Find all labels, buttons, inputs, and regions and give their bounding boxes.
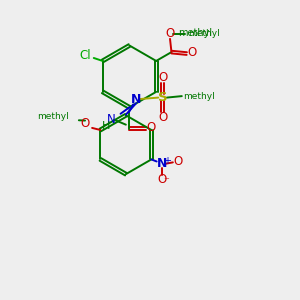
Text: O: O xyxy=(147,121,156,134)
Text: O: O xyxy=(158,71,167,84)
Text: methyl: methyl xyxy=(178,28,213,38)
Text: O: O xyxy=(158,111,167,124)
Text: O: O xyxy=(187,46,196,59)
Text: methyl: methyl xyxy=(188,29,219,38)
Text: O: O xyxy=(173,155,182,168)
Text: O: O xyxy=(80,117,90,130)
Text: ⁻: ⁻ xyxy=(163,176,169,187)
Text: O: O xyxy=(165,27,175,40)
Text: N: N xyxy=(107,112,116,126)
Text: O: O xyxy=(157,173,166,186)
Text: Cl: Cl xyxy=(79,49,91,62)
Text: H: H xyxy=(102,121,110,130)
Text: methyl: methyl xyxy=(183,92,215,100)
Text: N: N xyxy=(157,157,167,170)
Text: +: + xyxy=(163,156,171,166)
Text: N: N xyxy=(131,93,141,106)
Text: S: S xyxy=(158,91,167,104)
Text: methyl: methyl xyxy=(37,112,69,121)
